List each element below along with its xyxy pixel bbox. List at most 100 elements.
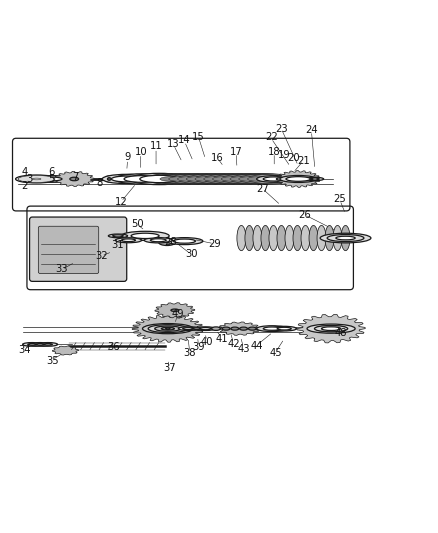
Text: 5: 5 [48,174,54,184]
Ellipse shape [184,175,227,183]
Ellipse shape [248,327,256,330]
Ellipse shape [252,225,261,251]
Ellipse shape [129,173,188,184]
Ellipse shape [167,175,210,183]
Ellipse shape [159,177,182,181]
Text: 36: 36 [107,343,120,352]
Ellipse shape [142,324,193,334]
Ellipse shape [176,175,219,183]
Ellipse shape [211,175,254,183]
Ellipse shape [237,225,245,251]
Ellipse shape [310,178,318,180]
Text: 12: 12 [114,197,127,207]
Text: 10: 10 [134,147,147,157]
Text: 32: 32 [95,251,107,261]
Text: 50: 50 [131,219,143,229]
Ellipse shape [246,175,289,183]
Ellipse shape [35,176,70,182]
Ellipse shape [199,328,211,330]
Polygon shape [276,171,320,188]
Ellipse shape [319,233,370,243]
Ellipse shape [168,177,191,181]
Text: 41: 41 [215,334,227,344]
Ellipse shape [35,344,44,345]
Text: 11: 11 [149,141,162,151]
Ellipse shape [24,176,49,181]
Ellipse shape [272,326,296,331]
Ellipse shape [308,225,317,251]
Text: 40: 40 [201,337,213,347]
Text: 39: 39 [192,343,205,352]
Ellipse shape [70,177,78,181]
Polygon shape [52,346,78,355]
Ellipse shape [124,176,159,182]
Text: 30: 30 [184,249,197,259]
Text: 20: 20 [287,153,300,163]
Text: 37: 37 [162,363,175,373]
Ellipse shape [212,177,235,181]
Ellipse shape [311,177,317,181]
Ellipse shape [30,343,49,346]
Ellipse shape [340,225,349,251]
Text: 44: 44 [250,341,262,351]
Text: 31: 31 [111,240,124,251]
Ellipse shape [230,177,252,181]
Polygon shape [296,314,364,343]
Ellipse shape [332,225,341,251]
Ellipse shape [177,177,200,181]
Ellipse shape [238,177,261,181]
Ellipse shape [193,175,236,183]
Ellipse shape [224,174,275,184]
Ellipse shape [173,239,195,243]
Ellipse shape [102,174,151,184]
Ellipse shape [316,225,325,251]
FancyBboxPatch shape [29,217,127,281]
Ellipse shape [38,343,57,346]
Ellipse shape [121,239,135,241]
Text: 6: 6 [48,167,54,177]
Ellipse shape [256,326,287,332]
Ellipse shape [114,174,168,184]
Ellipse shape [182,328,193,329]
Ellipse shape [221,177,244,181]
Ellipse shape [324,225,333,251]
Ellipse shape [233,174,284,184]
Ellipse shape [207,174,258,184]
Text: 23: 23 [275,124,287,134]
Ellipse shape [144,238,172,243]
Text: 9: 9 [124,152,131,162]
Ellipse shape [222,327,230,330]
Ellipse shape [260,225,269,251]
Text: 3: 3 [26,174,32,184]
Ellipse shape [198,174,249,184]
Text: 24: 24 [304,125,317,135]
Ellipse shape [215,174,266,184]
Ellipse shape [228,175,271,183]
Ellipse shape [230,327,238,330]
Text: 28: 28 [164,237,177,247]
Text: 13: 13 [167,139,180,149]
Text: 16: 16 [210,153,223,163]
Ellipse shape [148,325,187,333]
Ellipse shape [211,327,220,330]
Text: 35: 35 [46,356,59,366]
Text: 25: 25 [333,193,346,204]
Ellipse shape [113,235,123,237]
Ellipse shape [28,344,36,345]
Ellipse shape [131,233,159,239]
Ellipse shape [32,178,41,180]
Text: 2: 2 [21,181,28,190]
Ellipse shape [158,175,201,183]
Text: 49: 49 [171,309,184,319]
Ellipse shape [178,327,197,330]
Ellipse shape [43,344,52,345]
Ellipse shape [108,234,127,238]
Ellipse shape [282,177,300,181]
Text: 8: 8 [96,179,102,188]
Text: 4: 4 [21,167,28,177]
FancyBboxPatch shape [38,226,99,273]
Polygon shape [218,322,260,335]
Ellipse shape [305,177,323,181]
Text: 42: 42 [227,340,239,350]
Ellipse shape [242,174,292,184]
